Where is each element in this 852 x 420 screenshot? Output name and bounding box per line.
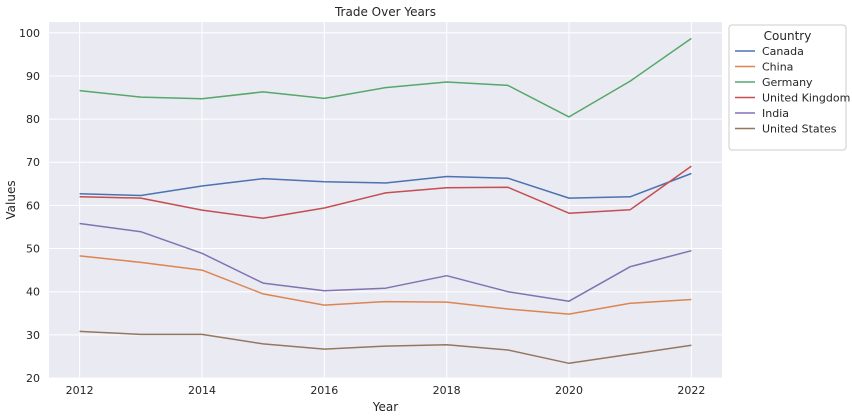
legend: Country Canada China Germany United Kingdom… xyxy=(728,24,850,151)
legend-label: United States xyxy=(762,123,837,136)
y-tick-label: 80 xyxy=(26,113,40,126)
series-line-china xyxy=(79,255,692,315)
y-tick-label: 90 xyxy=(26,70,40,83)
x-axis: 2012 2014 2016 2018 2020 2022 xyxy=(66,384,706,397)
y-tick-label: 30 xyxy=(26,329,40,342)
plot-area xyxy=(49,22,722,378)
x-tick-label: 2022 xyxy=(677,384,705,397)
legend-label: United Kingdom xyxy=(762,92,850,105)
y-axis: 20 30 40 50 60 70 80 90 100 xyxy=(19,27,40,385)
series-line-germany xyxy=(79,37,692,118)
legend-label: Canada xyxy=(762,45,804,58)
y-tick-label: 100 xyxy=(19,27,40,40)
chart-title: Trade Over Years xyxy=(334,5,436,19)
x-axis-title: Year xyxy=(372,400,398,414)
legend-label: India xyxy=(762,107,789,120)
y-tick-label: 70 xyxy=(26,156,40,169)
y-tick-label: 60 xyxy=(26,199,40,212)
legend-label: China xyxy=(762,61,793,74)
legend-items: Canada China Germany United Kingdom India Uni… xyxy=(735,45,850,136)
legend-box xyxy=(728,24,847,151)
x-tick-label: 2016 xyxy=(310,384,338,397)
series-line-canada xyxy=(79,172,692,199)
x-tick-label: 2018 xyxy=(433,384,461,397)
y-tick-label: 20 xyxy=(26,372,40,385)
series-line-united-kingdom xyxy=(79,165,692,220)
y-tick-label: 40 xyxy=(26,286,40,299)
series-line-united-states xyxy=(79,330,692,365)
series-line-india xyxy=(79,222,692,302)
y-axis-title: Values xyxy=(4,180,18,219)
x-tick-label: 2012 xyxy=(66,384,94,397)
legend-title: Country xyxy=(764,29,812,43)
x-tick-label: 2020 xyxy=(555,384,583,397)
legend-label: Germany xyxy=(762,76,813,89)
x-tick-label: 2014 xyxy=(188,384,216,397)
y-tick-label: 50 xyxy=(26,243,40,256)
series-layer xyxy=(79,37,692,365)
